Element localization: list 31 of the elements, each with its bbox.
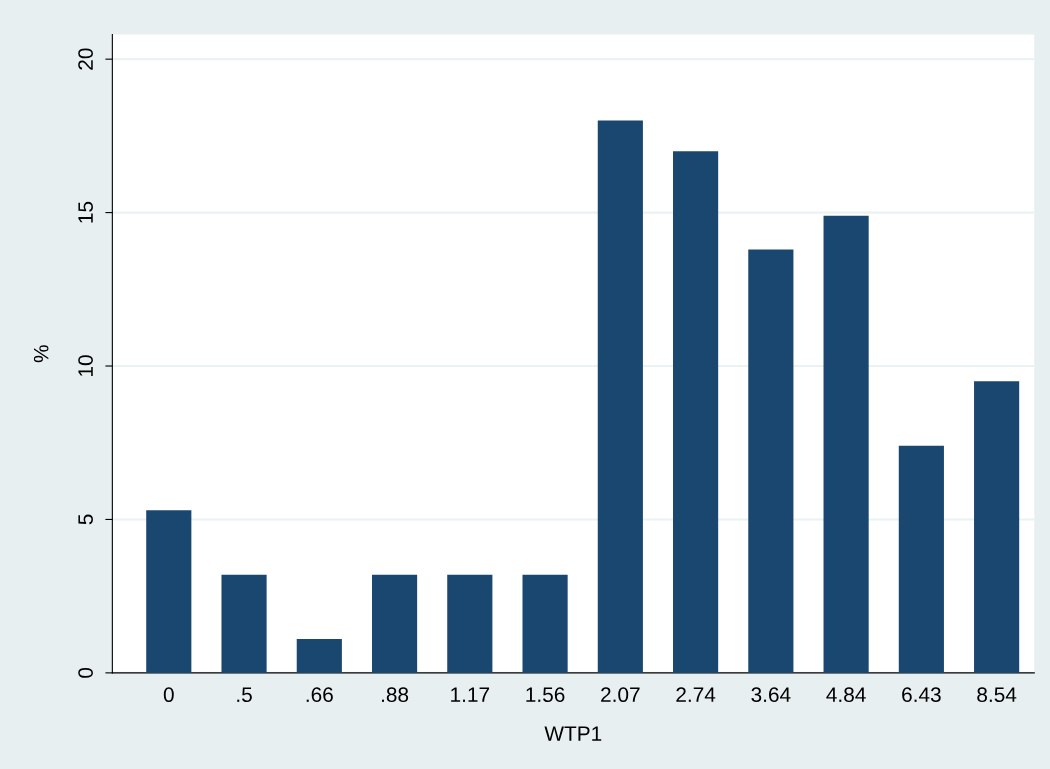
bar	[673, 151, 719, 673]
bar	[898, 445, 944, 673]
x-axis-title: WTP1	[544, 726, 602, 741]
bar	[974, 381, 1020, 673]
x-tick-label: 2.74	[676, 687, 716, 702]
bar	[447, 574, 493, 673]
bar	[296, 639, 342, 673]
x-tick-label: 2.07	[601, 687, 640, 703]
y-tick-label: 15	[78, 201, 93, 223]
bar	[146, 510, 192, 673]
y-tick-label: 10	[78, 355, 93, 377]
y-axis-title: %	[33, 345, 49, 363]
x-tick-label: .5	[237, 687, 252, 703]
x-tick-label: 4.84	[826, 687, 866, 703]
bar	[597, 120, 643, 673]
bar	[748, 249, 794, 673]
y-tick-label: 0	[78, 667, 93, 678]
x-tick-label: 8.54	[977, 687, 1017, 703]
x-tick-label: 1.56	[526, 687, 565, 703]
y-tick-label: 5	[78, 514, 93, 525]
bar	[371, 574, 418, 673]
x-tick-label: 0	[163, 687, 174, 703]
bar	[221, 574, 267, 673]
x-tick-label: 6.43	[902, 687, 941, 703]
x-tick-label: 1.17	[451, 687, 490, 702]
y-tick-label: 20	[78, 48, 93, 70]
x-tick-label: .88	[381, 687, 409, 703]
bar	[522, 574, 568, 673]
x-tick-label: 3.64	[751, 687, 791, 703]
x-tick-label: .66	[306, 687, 333, 703]
bar	[823, 215, 869, 673]
